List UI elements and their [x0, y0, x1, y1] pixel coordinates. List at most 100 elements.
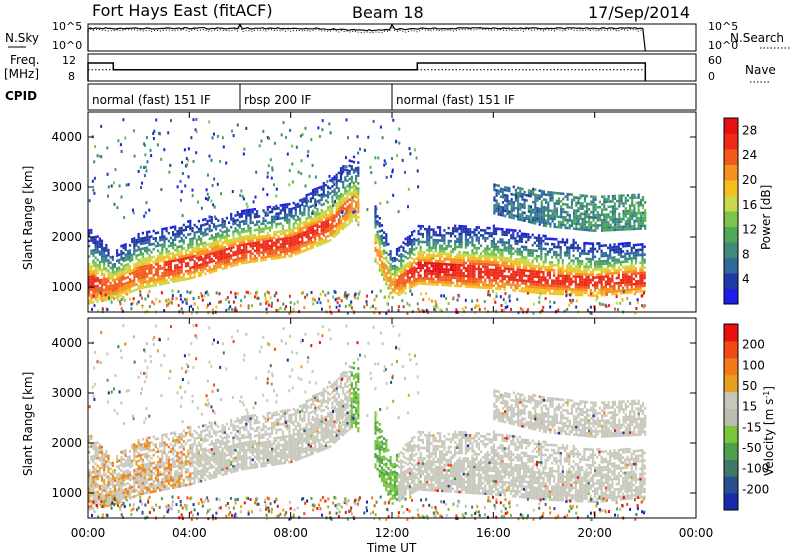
power-cell — [611, 259, 614, 262]
power-cell — [547, 217, 550, 220]
power-cell — [350, 178, 353, 181]
power-cell — [469, 277, 472, 281]
power-cell — [577, 199, 580, 202]
power-cell — [322, 210, 325, 214]
power-cell — [439, 262, 442, 266]
power-cell — [583, 283, 586, 287]
power-cell — [342, 209, 345, 212]
power-cell — [316, 221, 319, 224]
power-cell — [523, 289, 526, 293]
power-cell — [189, 225, 192, 228]
power-cell — [486, 252, 489, 256]
power-cell — [525, 248, 528, 252]
power-cell — [215, 256, 218, 259]
power-cell — [456, 269, 459, 272]
power-cell — [331, 234, 334, 238]
power-cell — [583, 197, 586, 200]
power-cell — [505, 267, 508, 270]
power-cell — [176, 274, 179, 277]
power-cell — [430, 277, 433, 281]
power-cell — [434, 272, 437, 276]
power-cell — [161, 230, 164, 234]
power-cell — [288, 218, 291, 222]
power-cell — [602, 291, 605, 295]
power-cell — [148, 282, 151, 286]
power-cell — [618, 228, 621, 231]
power-cell — [630, 259, 633, 263]
power-cell — [292, 251, 295, 254]
power-cell — [574, 275, 577, 278]
power-cell — [180, 270, 183, 274]
power-cell — [105, 283, 108, 286]
power-cell — [240, 248, 244, 252]
power-cell — [591, 247, 595, 251]
power-cell — [536, 212, 539, 215]
power-cell — [447, 281, 450, 284]
power-cell — [644, 208, 647, 212]
power-cell — [264, 211, 267, 215]
power-cell — [172, 246, 175, 250]
power-cell — [525, 194, 528, 197]
power-cell — [316, 218, 319, 221]
power-cell — [139, 290, 142, 293]
power-cell — [441, 252, 444, 255]
power-cell — [146, 238, 149, 242]
power-cell — [604, 285, 607, 289]
power-cell — [436, 233, 439, 237]
power-cell — [238, 244, 241, 247]
power-cell — [458, 224, 461, 228]
power-cell — [137, 238, 140, 241]
power-cell — [339, 169, 343, 173]
power-cell — [281, 255, 284, 259]
power-cell — [120, 252, 123, 256]
power-cell — [641, 216, 645, 220]
power-cell — [243, 251, 246, 254]
power-cell — [301, 237, 304, 240]
power-cell — [391, 267, 394, 271]
power-cell — [644, 224, 647, 228]
power-cell — [296, 231, 300, 234]
power-cell — [501, 201, 505, 204]
power-cell — [518, 237, 521, 241]
power-cell — [538, 239, 541, 242]
power-cell — [256, 246, 259, 250]
power-cell — [98, 289, 100, 293]
power-cell — [314, 190, 317, 194]
power-cell — [92, 282, 95, 286]
power-cell — [100, 250, 104, 253]
power-cell — [141, 255, 144, 258]
power-cell — [186, 298, 189, 302]
power-cell — [120, 268, 123, 271]
power-cell — [167, 281, 170, 284]
power-cell — [492, 271, 495, 274]
power-cell — [445, 231, 448, 235]
power-cell — [312, 297, 315, 301]
power-cell — [253, 254, 256, 258]
power-cell — [159, 251, 162, 255]
power-cell — [596, 265, 599, 269]
power-cell — [439, 254, 442, 258]
power-cell — [488, 263, 491, 266]
power-cell — [271, 221, 274, 224]
power-cell — [88, 291, 91, 295]
cpid-segment-label: rbsp 200 IF — [244, 93, 311, 107]
power-cell — [609, 243, 612, 247]
power-cell — [144, 267, 147, 271]
power-cell — [445, 283, 448, 287]
power-cell — [445, 244, 448, 248]
power-cell — [111, 273, 114, 277]
power-cell — [105, 290, 108, 294]
power-cell — [553, 225, 556, 229]
power-cell — [641, 256, 644, 259]
power-cell — [103, 275, 106, 279]
power-cell — [559, 274, 562, 278]
power-cell — [585, 270, 588, 274]
power-cell — [630, 283, 633, 286]
power-cell — [124, 282, 127, 285]
power-cell — [499, 253, 502, 257]
power-cell — [171, 297, 174, 301]
power-cell — [116, 277, 119, 281]
power-cell — [406, 275, 409, 278]
power-cell — [579, 246, 582, 250]
power-cell — [561, 290, 564, 293]
